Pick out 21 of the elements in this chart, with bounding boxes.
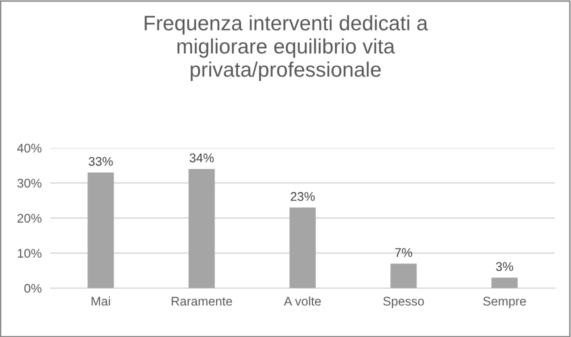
chart-title: Frequenza interventi dedicati a migliorare equilibrio vita privata/professionale <box>144 15 428 81</box>
x-tick-label: Raramente <box>172 296 232 306</box>
y-tick-label: 20% <box>18 214 42 223</box>
y-tick-label: 30% <box>17 178 42 188</box>
bar <box>491 278 518 288</box>
data-label: 34% <box>190 153 214 162</box>
bar <box>188 168 215 288</box>
x-tick-label: A volte <box>284 296 321 306</box>
data-label: 3% <box>496 262 514 271</box>
y-tick-label: 0% <box>24 284 42 293</box>
bar <box>88 172 114 288</box>
x-tick-label: Sempre <box>483 296 526 308</box>
bar <box>390 264 417 288</box>
x-tick-label: Spesso <box>383 296 424 308</box>
x-tick-label: Mai <box>92 296 110 306</box>
y-tick-label: 10% <box>18 248 42 258</box>
data-label: 23% <box>290 192 315 201</box>
data-label: 7% <box>395 248 412 257</box>
y-tick-label: 40% <box>17 144 42 153</box>
bar <box>290 208 316 288</box>
data-label: 33% <box>88 156 113 166</box>
